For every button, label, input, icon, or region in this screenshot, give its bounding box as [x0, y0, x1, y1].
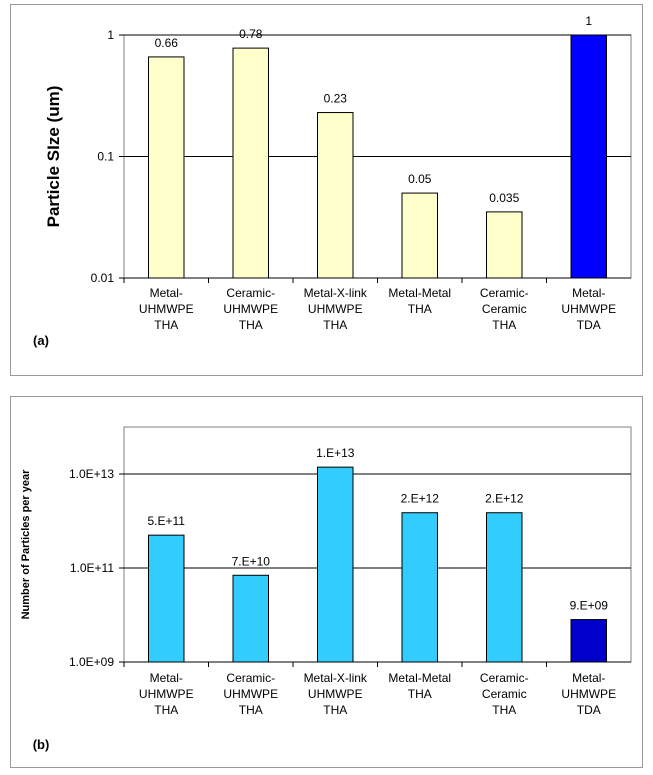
x-tick-label: Ceramic — [482, 302, 527, 316]
bar — [570, 619, 607, 663]
y-tick-label: 1.0E+09 — [69, 655, 114, 669]
x-tick-label: UHMWPE — [139, 687, 194, 701]
particle-count-chart: 1.0E+09 1.0E+11 1.0E+13 Number of Particles… — [20, 426, 632, 752]
bar — [232, 47, 269, 279]
data-label: 1 — [585, 14, 592, 28]
x-tick-label: Metal- — [150, 286, 183, 300]
data-label: 0.78 — [239, 27, 263, 41]
x-tick-label: TDA — [577, 703, 601, 717]
x-tick-label: THA — [408, 687, 432, 701]
y-tick-label: 0.01 — [91, 271, 115, 285]
x-tick-label: Metal- — [572, 671, 605, 685]
y-axis-title: Particle SIze (um) — [44, 86, 63, 228]
data-label: 0.035 — [489, 191, 519, 205]
bar — [401, 512, 438, 663]
x-tick-label: Metal-Metal — [388, 286, 451, 300]
x-tick-label: Ceramic- — [480, 286, 529, 300]
data-label: 9.E+09 — [570, 599, 609, 613]
bar — [148, 56, 185, 279]
plot-area — [123, 426, 632, 663]
chart-panel-b: 1.0E+09 1.0E+11 1.0E+13 Number of Particles… — [10, 396, 643, 768]
x-tick-label: THA — [492, 318, 516, 332]
panel-label: (b) — [33, 737, 50, 752]
bar — [317, 466, 354, 663]
x-tick-label: Metal-X-link — [304, 286, 368, 300]
x-tick-label: Metal-Metal — [388, 671, 451, 685]
x-tick-label: Ceramic — [482, 687, 527, 701]
particle-size-chart: 0.01 0.1 1 Particle SIze (um) 0.66 Metal- UHMW… — [33, 14, 632, 348]
x-tick-label: THA — [323, 703, 347, 717]
data-label: 7.E+10 — [232, 554, 271, 568]
data-label: 0.66 — [155, 36, 179, 50]
y-tick-label: 1.0E+11 — [70, 561, 114, 575]
bar — [317, 112, 354, 279]
bar — [401, 192, 438, 279]
x-tick-label: Ceramic- — [226, 671, 275, 685]
x-tick-label: UHMWPE — [561, 302, 616, 316]
y-tick-label: 1 — [107, 28, 114, 42]
y-tick-label: 1.0E+13 — [69, 467, 114, 481]
x-tick-label: UHMWPE — [139, 302, 194, 316]
x-tick-label: UHMWPE — [561, 687, 616, 701]
bar — [232, 574, 269, 663]
x-tick-label: THA — [154, 318, 178, 332]
x-tick-label: THA — [154, 703, 178, 717]
y-tick-label: 0.1 — [97, 150, 114, 164]
y-axis-title: Number of Particles per year — [20, 469, 32, 620]
x-tick-label: THA — [239, 703, 263, 717]
x-tick-label: Metal- — [572, 286, 605, 300]
x-tick-label: Metal- — [150, 671, 183, 685]
x-tick-label: THA — [408, 302, 432, 316]
bar — [486, 512, 523, 663]
data-label: 5.E+11 — [148, 514, 186, 528]
data-label: 0.05 — [408, 172, 432, 186]
x-tick-label: TDA — [577, 318, 601, 332]
x-tick-label: UHMWPE — [308, 687, 363, 701]
x-tick-label: THA — [492, 703, 516, 717]
bar — [148, 534, 185, 663]
chart-panel-a: 0.01 0.1 1 Particle SIze (um) 0.66 Metal- UHMW… — [10, 4, 643, 376]
x-tick-label: Metal-X-link — [304, 671, 368, 685]
data-label: 2.E+12 — [401, 492, 440, 506]
data-label: 0.23 — [324, 92, 348, 106]
data-label: 2.E+12 — [485, 492, 524, 506]
x-tick-label: Ceramic- — [480, 671, 529, 685]
panel-label: (a) — [33, 333, 49, 348]
x-tick-label: THA — [239, 318, 263, 332]
x-tick-label: Ceramic- — [226, 286, 275, 300]
x-tick-label: UHMWPE — [223, 687, 278, 701]
bar — [486, 211, 523, 279]
x-tick-label: UHMWPE — [308, 302, 363, 316]
bar — [570, 34, 607, 279]
x-tick-label: UHMWPE — [223, 302, 278, 316]
x-tick-label: THA — [323, 318, 347, 332]
data-label: 1.E+13 — [316, 446, 355, 460]
